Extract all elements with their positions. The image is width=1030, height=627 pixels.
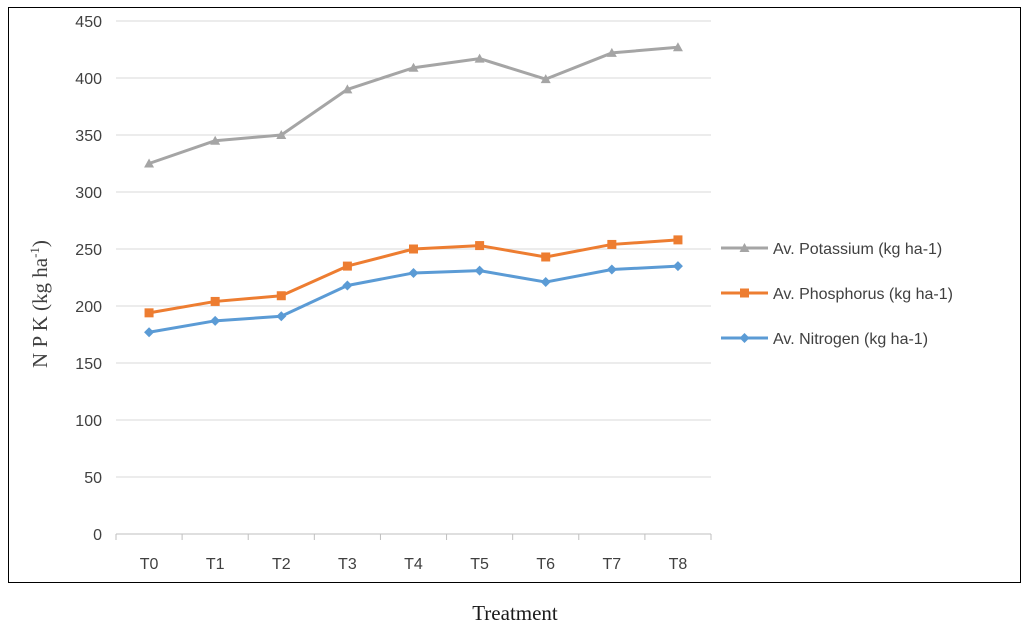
x-tick-label: T5 — [470, 556, 489, 573]
y-axis-label-superscript: -1 — [27, 247, 42, 258]
x-tick-label: T2 — [272, 556, 291, 573]
data-point — [210, 315, 221, 326]
y-tick-label: 200 — [75, 299, 102, 316]
data-point — [540, 277, 551, 288]
data-point — [276, 291, 286, 301]
y-tick-label: 400 — [75, 71, 102, 88]
y-tick-label: 350 — [75, 128, 102, 145]
x-tick-label: T4 — [404, 556, 423, 573]
data-point — [474, 53, 485, 63]
data-point — [606, 47, 617, 57]
legend-swatch-marker — [740, 288, 749, 298]
legend-swatch-marker — [739, 243, 750, 252]
data-point — [210, 135, 221, 145]
legend-label: Av. Potassium (kg ha-1) — [773, 241, 942, 258]
data-point — [210, 296, 220, 306]
series-1 — [144, 235, 683, 318]
x-tick-labels: T0 T1 T2 T3 T4 T5 T6 T7 T8 — [140, 556, 688, 573]
x-tick-label: T7 — [602, 556, 621, 573]
data-point — [342, 84, 353, 94]
y-axis-label-main: N P K (kg ha — [28, 257, 52, 368]
legend-label: Av. Nitrogen (kg ha-1) — [773, 331, 928, 348]
data-point — [342, 280, 353, 291]
y-tick-label: 0 — [93, 527, 102, 544]
data-point — [408, 62, 419, 72]
legend-item: Av. Phosphorus (kg ha-1) — [721, 286, 953, 303]
y-tick-labels: 0 50 100 150 200 250 300 350 400 450 — [75, 14, 102, 544]
x-tick-label: T6 — [536, 556, 555, 573]
series-2 — [144, 261, 683, 338]
x-tick-label: T1 — [206, 556, 225, 573]
data-point — [474, 265, 485, 276]
data-point — [607, 239, 617, 249]
data-point — [276, 311, 287, 322]
series-group — [144, 42, 683, 338]
axes — [115, 533, 712, 540]
y-tick-label: 450 — [75, 14, 102, 31]
data-point — [409, 244, 418, 254]
data-point — [673, 235, 683, 245]
legend-swatch-marker — [739, 333, 750, 343]
y-tick-label: 100 — [75, 413, 102, 430]
data-point — [342, 261, 352, 271]
x-tick-label: T0 — [140, 556, 159, 573]
data-point — [672, 261, 683, 272]
x-axis-label: Treatment — [472, 601, 558, 625]
data-point — [144, 327, 155, 338]
data-point — [144, 308, 154, 318]
y-tick-label: 250 — [75, 242, 102, 259]
npk-line-chart: 0 50 100 150 200 250 300 350 400 450 T0 T1 T2 T3 T4 T5… — [27, 14, 953, 573]
legend-item: Av. Nitrogen (kg ha-1) — [721, 331, 928, 348]
chart-frame: 0 50 100 150 200 250 300 350 400 450 T0 T1 T2 T3 T4 T5… — [8, 7, 1021, 583]
x-tick-label: T3 — [338, 556, 357, 573]
series-0 — [144, 42, 683, 168]
data-point — [408, 267, 419, 278]
legend: Av. Potassium (kg ha-1) Av. Phosphorus (k… — [721, 241, 953, 348]
y-tick-label: 50 — [84, 470, 102, 487]
data-point — [541, 252, 551, 262]
data-point — [276, 130, 287, 139]
data-point — [672, 42, 683, 52]
x-tick-label: T8 — [669, 556, 688, 573]
legend-item: Av. Potassium (kg ha-1) — [721, 241, 942, 258]
y-tick-label: 150 — [75, 356, 102, 373]
y-tick-label: 300 — [75, 185, 102, 202]
data-point — [144, 158, 155, 168]
y-axis-label-close: ) — [28, 240, 52, 247]
data-point — [606, 264, 617, 275]
y-axis-label: N P K (kg ha-1) — [27, 240, 52, 368]
data-point — [475, 241, 485, 251]
legend-label: Av. Phosphorus (kg ha-1) — [773, 286, 953, 303]
data-point — [540, 74, 551, 84]
